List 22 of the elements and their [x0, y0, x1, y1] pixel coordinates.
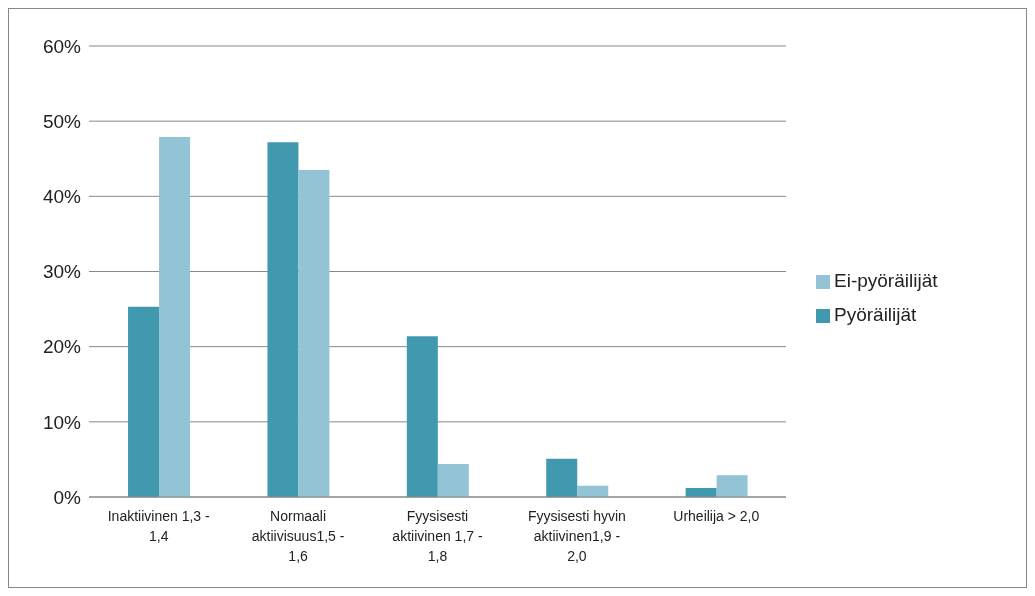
- bar: [406, 336, 438, 497]
- y-tick-label: 0%: [53, 486, 82, 508]
- y-tick-label: 40%: [42, 186, 82, 208]
- legend-label: Ei-pyöräilijät: [834, 270, 938, 291]
- bar: [128, 306, 160, 497]
- bar: [716, 475, 748, 497]
- bar: [159, 136, 191, 497]
- y-tick-label: 20%: [42, 336, 82, 358]
- x-tick-label: Fyysisesti aktiivinen 1,7 - 1,8: [392, 508, 483, 564]
- x-tick-label: Inaktiivinen 1,3 - 1,4: [107, 508, 211, 544]
- x-tick-label: Urheilija > 2,0: [673, 508, 760, 524]
- y-tick-label: 50%: [42, 110, 82, 132]
- bar: [298, 170, 330, 497]
- y-tick-label: 30%: [42, 261, 82, 283]
- legend-label: Pyöräilijät: [834, 304, 917, 325]
- bar: [546, 458, 578, 497]
- bar: [267, 142, 299, 497]
- y-tick-label: 60%: [42, 35, 82, 57]
- x-tick-label: Normaali aktiivisuus1,5 - 1,6: [251, 508, 345, 564]
- bar: [437, 463, 469, 497]
- y-tick-label: 10%: [42, 411, 82, 433]
- x-tick-label: Fyysisesti hyvin aktiivinen1,9 - 2,0: [527, 508, 626, 564]
